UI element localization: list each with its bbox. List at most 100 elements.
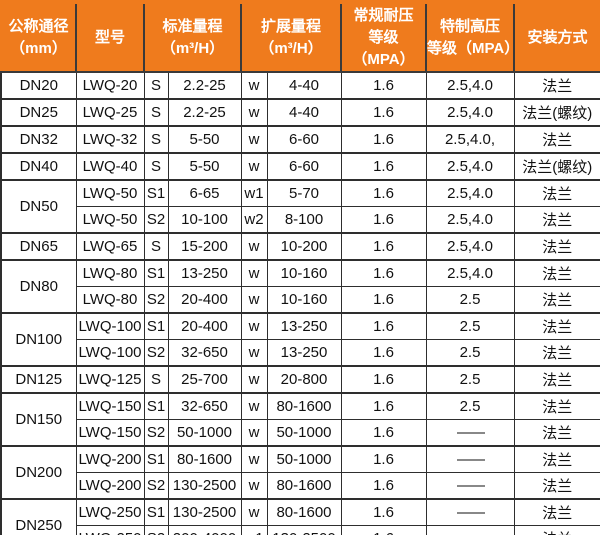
cell-nominal-diameter: DN20 bbox=[0, 71, 77, 100]
cell-installation: 法兰 bbox=[513, 259, 600, 288]
cell-std-range: 130-2500 bbox=[167, 472, 242, 500]
cell-std-range-code: S2 bbox=[143, 286, 169, 314]
cell-model: LWQ-32 bbox=[75, 125, 145, 154]
col-header-model: 型号 bbox=[75, 0, 145, 74]
cell-std-range: 20-400 bbox=[167, 286, 242, 314]
cell-pressure-regular: 1.6 bbox=[340, 98, 427, 127]
table-row: DN200 LWQ-200 S1 80-1600 w 50-1000 1.6 —— 法兰 bbox=[0, 445, 600, 500]
cell-pressure-regular: 1.6 bbox=[340, 125, 427, 154]
table-row: DN40 LWQ-40 S 5-50 w 6-60 1.6 2.5,4.0 法兰(螺纹) bbox=[0, 152, 600, 181]
cell-installation: 法兰 bbox=[513, 71, 600, 100]
cell-pressure-high: —— bbox=[425, 498, 515, 527]
cell-ext-range: 50-1000 bbox=[266, 445, 342, 474]
cell-ext-range: 10-200 bbox=[266, 232, 342, 261]
cell-std-range: 50-1000 bbox=[167, 419, 242, 447]
cell-model: LWQ-150 bbox=[75, 419, 145, 447]
cell-pressure-regular: 1.6 bbox=[340, 445, 427, 474]
cell-std-range: 6-65 bbox=[167, 179, 242, 208]
cell-ext-range-code: w bbox=[240, 339, 268, 367]
cell-model: LWQ-40 bbox=[75, 152, 145, 181]
cell-ext-range-code: w bbox=[240, 71, 268, 100]
cell-installation: 法兰 bbox=[513, 365, 600, 394]
cell-std-range: 2.2-25 bbox=[167, 98, 242, 127]
cell-nominal-diameter: DN32 bbox=[0, 125, 77, 154]
cell-std-range-code: S2 bbox=[143, 472, 169, 500]
cell-pressure-high: 2.5 bbox=[425, 286, 515, 314]
cell-installation: 法兰 bbox=[513, 339, 600, 367]
cell-pressure-high: 2.5 bbox=[425, 365, 515, 394]
cell-pressure-high: —— bbox=[425, 472, 515, 500]
cell-ext-range-code: w bbox=[240, 232, 268, 261]
cell-std-range: 5-50 bbox=[167, 125, 242, 154]
cell-std-range: 130-2500 bbox=[167, 498, 242, 527]
cell-installation: 法兰 bbox=[513, 525, 600, 535]
cell-ext-range-code: w bbox=[240, 472, 268, 500]
cell-ext-range-code: w bbox=[240, 365, 268, 394]
cell-ext-range-code: w bbox=[240, 125, 268, 154]
cell-std-range-code: S1 bbox=[143, 445, 169, 474]
cell-model: LWQ-150 bbox=[75, 392, 145, 421]
col-header-regular-pressure: 常规耐压 等级（MPA） bbox=[340, 0, 427, 74]
cell-installation: 法兰 bbox=[513, 472, 600, 500]
cell-nominal-diameter: DN65 bbox=[0, 232, 77, 261]
cell-std-range-code: S bbox=[143, 365, 169, 394]
cell-pressure-regular: 1.6 bbox=[340, 259, 427, 288]
cell-std-range-code: S2 bbox=[143, 206, 169, 234]
cell-std-range-code: S bbox=[143, 152, 169, 181]
table-row: LWQ-200 S2 130-2500 w 80-1600 1.6 —— 法兰 bbox=[1, 472, 600, 500]
cell-nominal-diameter: DN80 bbox=[0, 259, 77, 314]
cell-pressure-regular: 1.6 bbox=[340, 71, 427, 100]
col-header-extended-range: 扩展量程 （m³/H） bbox=[240, 0, 342, 74]
cell-std-range-code: S2 bbox=[143, 419, 169, 447]
col-header-standard-range: 标准量程 （m³/H） bbox=[143, 0, 242, 74]
cell-pressure-high: 2.5 bbox=[425, 392, 515, 421]
cell-pressure-regular: 1.6 bbox=[340, 286, 427, 314]
cell-installation: 法兰 bbox=[513, 125, 600, 154]
cell-model: LWQ-250 bbox=[75, 498, 145, 527]
cell-nominal-diameter: DN40 bbox=[0, 152, 77, 181]
cell-nominal-diameter: DN50 bbox=[0, 179, 77, 234]
cell-nominal-diameter: DN125 bbox=[0, 365, 77, 394]
cell-model: LWQ-200 bbox=[75, 472, 145, 500]
table-row: LWQ-50 S2 10-100 w2 8-100 1.6 2.5,4.0 法兰 bbox=[1, 206, 600, 234]
cell-std-range: 20-400 bbox=[167, 312, 242, 341]
cell-model: LWQ-250 bbox=[75, 525, 145, 535]
cell-std-range: 32-650 bbox=[167, 339, 242, 367]
cell-pressure-regular: 1.6 bbox=[340, 206, 427, 234]
table-row: LWQ-150 S2 50-1000 w 50-1000 1.6 —— 法兰 bbox=[1, 419, 600, 447]
cell-pressure-high: —— bbox=[425, 445, 515, 474]
col-header-high-pressure: 特制高压 等级（MPA） bbox=[425, 0, 519, 74]
cell-nominal-diameter: DN150 bbox=[0, 392, 77, 447]
table-row: DN32 LWQ-32 S 5-50 w 6-60 1.6 2.5,4.0, 法兰 bbox=[0, 125, 600, 154]
table-body: DN20 LWQ-20 S 2.2-25 w 4-40 1.6 2.5,4.0 法兰 DN25 LW… bbox=[0, 71, 600, 535]
cell-std-range: 13-250 bbox=[167, 259, 242, 288]
cell-ext-range-code: w bbox=[240, 419, 268, 447]
cell-nominal-diameter: DN200 bbox=[0, 445, 77, 500]
cell-pressure-high: —— bbox=[425, 419, 515, 447]
cell-std-range-code: S2 bbox=[143, 339, 169, 367]
cell-std-range-code: S1 bbox=[143, 392, 169, 421]
cell-ext-range: 13-250 bbox=[266, 339, 342, 367]
cell-model: LWQ-80 bbox=[75, 286, 145, 314]
cell-installation: 法兰 bbox=[513, 498, 600, 527]
cell-model: LWQ-25 bbox=[75, 98, 145, 127]
cell-std-range: 200-4000 bbox=[167, 525, 242, 535]
cell-std-range-code: S2 bbox=[143, 525, 169, 535]
cell-ext-range: 8-100 bbox=[266, 206, 342, 234]
cell-ext-range-code: w bbox=[240, 286, 268, 314]
cell-ext-range: 4-40 bbox=[266, 71, 342, 100]
cell-std-range: 5-50 bbox=[167, 152, 242, 181]
table-header: 公称通径 （mm） 型号 标准量程 （m³/H） 扩展量程 （m³/H） 常规耐… bbox=[0, 0, 600, 74]
cell-std-range-code: S1 bbox=[143, 498, 169, 527]
cell-std-range: 25-700 bbox=[167, 365, 242, 394]
cell-ext-range-code: w1 bbox=[240, 179, 268, 208]
cell-model: LWQ-50 bbox=[75, 206, 145, 234]
cell-ext-range: 50-1000 bbox=[266, 419, 342, 447]
cell-installation: 法兰 bbox=[513, 445, 600, 474]
cell-installation: 法兰 bbox=[513, 232, 600, 261]
cell-ext-range: 20-800 bbox=[266, 365, 342, 394]
cell-ext-range-code: w2 bbox=[240, 206, 268, 234]
cell-std-range-code: S bbox=[143, 98, 169, 127]
cell-pressure-high: 2.5,4.0 bbox=[425, 71, 515, 100]
cell-pressure-high: 2.5,4.0 bbox=[425, 179, 515, 208]
